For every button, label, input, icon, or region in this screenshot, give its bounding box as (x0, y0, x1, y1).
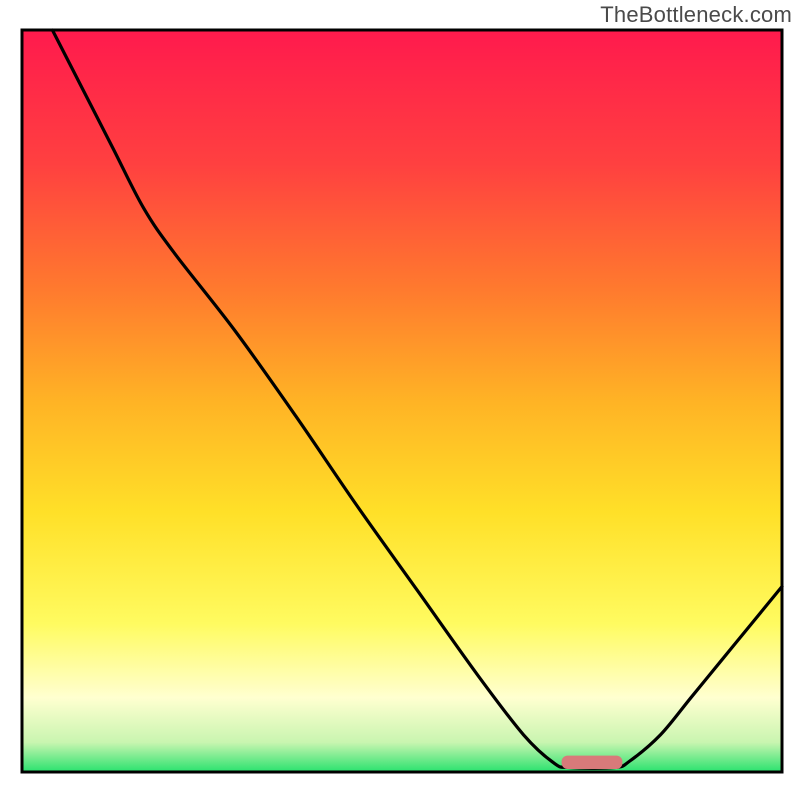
sweet-spot-marker (562, 756, 623, 769)
chart-root: TheBottleneck.com (0, 0, 800, 800)
plot-area (22, 30, 782, 772)
bottleneck-curve-chart (0, 0, 800, 800)
plot-background (22, 30, 782, 772)
